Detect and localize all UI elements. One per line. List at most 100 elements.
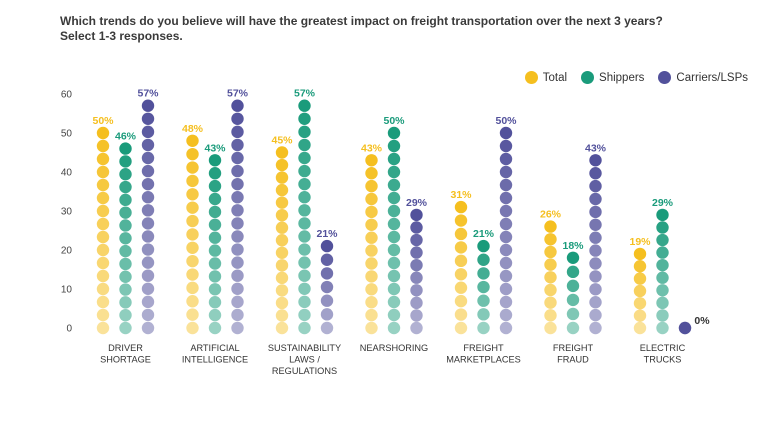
dot <box>566 251 580 264</box>
dot <box>365 270 378 283</box>
legend-item-carriers: Carriers/LSPs <box>658 71 748 84</box>
dot <box>141 204 155 217</box>
y-tick-label: 60 <box>61 90 73 101</box>
data-label: 29% <box>406 197 428 209</box>
dot <box>656 321 669 335</box>
dot <box>119 232 132 245</box>
dot <box>477 321 490 335</box>
dot <box>208 218 222 231</box>
dot <box>656 309 669 322</box>
dot <box>589 231 602 244</box>
dot <box>208 179 222 193</box>
dot <box>141 256 155 269</box>
dot <box>499 139 513 153</box>
dot <box>186 254 199 268</box>
dot <box>499 308 513 322</box>
dot <box>141 321 155 335</box>
data-label: 50% <box>383 115 405 127</box>
dot <box>96 269 110 283</box>
dot-column <box>96 126 110 335</box>
category-label: FREIGHT FRAUD <box>553 343 594 365</box>
dot <box>656 221 669 234</box>
dot-column <box>186 134 199 335</box>
dot <box>566 293 580 307</box>
dot <box>231 99 244 112</box>
dot <box>186 281 199 295</box>
legend-label-total: Total <box>542 71 568 84</box>
dot <box>365 308 378 322</box>
dot <box>365 205 378 219</box>
dot <box>298 295 311 309</box>
dot <box>231 138 244 152</box>
dot <box>499 178 513 192</box>
dot <box>208 270 222 283</box>
data-label: 57% <box>137 88 159 100</box>
dot <box>365 154 378 167</box>
dot <box>231 125 244 139</box>
dot <box>387 139 401 153</box>
dot-column <box>410 208 423 335</box>
dot <box>208 167 222 180</box>
dot <box>208 205 222 219</box>
dot <box>656 284 669 297</box>
dot <box>454 241 468 254</box>
dot <box>387 191 401 205</box>
dot <box>589 270 602 283</box>
dot <box>454 254 468 268</box>
category-label: FREIGHT MARKETPLACES <box>446 343 521 365</box>
dot <box>275 146 289 159</box>
legend-item-total: Total <box>524 71 568 84</box>
data-label: 43% <box>585 142 607 154</box>
dot <box>141 177 155 191</box>
dot <box>275 183 289 197</box>
dot <box>454 214 468 227</box>
data-label: 45% <box>271 135 293 147</box>
dot <box>365 179 378 193</box>
dot-column <box>231 99 244 335</box>
dot <box>656 208 669 222</box>
dot <box>298 282 311 295</box>
dot <box>589 205 602 219</box>
dot <box>499 243 513 257</box>
dot <box>275 171 289 184</box>
dot <box>119 283 132 296</box>
dot <box>387 269 401 283</box>
dot <box>633 260 647 273</box>
dot <box>365 257 378 270</box>
dot <box>208 308 222 322</box>
dot <box>275 284 289 297</box>
dot <box>119 308 132 322</box>
dot <box>96 230 110 244</box>
dot <box>275 221 289 234</box>
dot <box>186 147 199 161</box>
dot-column <box>589 154 602 335</box>
dot <box>566 265 580 279</box>
dot <box>141 164 155 178</box>
data-label: 31% <box>450 189 472 201</box>
dot <box>633 284 647 298</box>
dot <box>119 142 132 155</box>
dot <box>186 188 199 201</box>
dot-column <box>477 239 490 335</box>
dot <box>477 267 490 280</box>
dot <box>365 167 378 180</box>
dot <box>96 308 110 322</box>
dot <box>410 296 423 310</box>
dot <box>566 279 580 293</box>
dot <box>544 271 557 284</box>
dot <box>119 168 132 181</box>
dot <box>96 126 110 140</box>
dot <box>544 233 557 246</box>
dot <box>454 281 468 294</box>
dot <box>656 296 669 310</box>
dot <box>208 321 222 335</box>
dot <box>275 296 289 310</box>
dot <box>656 246 669 259</box>
dot <box>454 268 468 281</box>
dot <box>119 321 132 335</box>
dot <box>410 321 423 335</box>
dot <box>231 177 244 191</box>
dot <box>119 193 132 207</box>
dot <box>454 321 468 335</box>
